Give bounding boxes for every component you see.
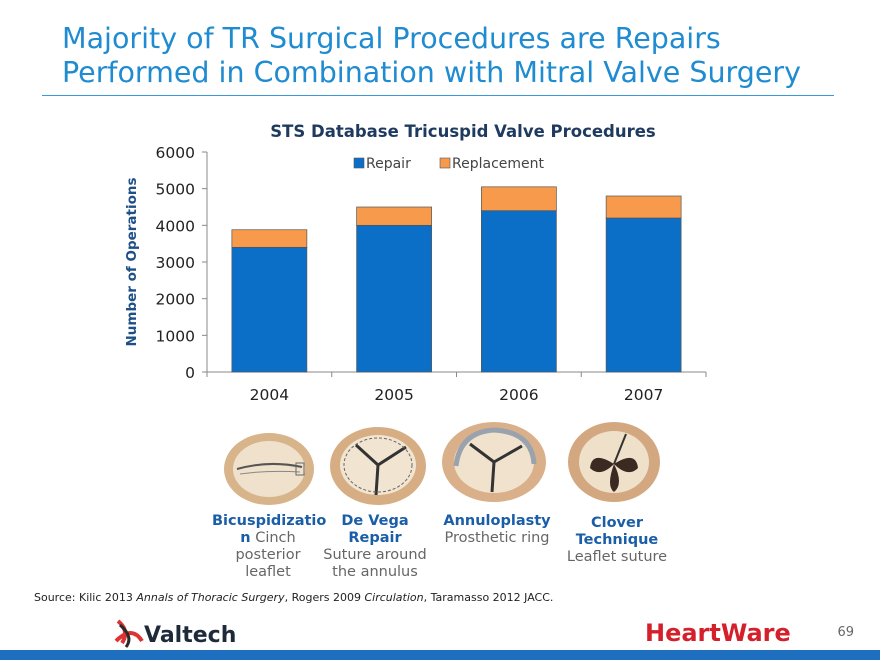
source-journal2: Circulation (364, 591, 424, 604)
bottom-bar (0, 650, 880, 660)
y-tick-label: 2000 (156, 291, 195, 309)
slide-title-line2: Performed in Combination with Mitral Val… (62, 56, 801, 89)
legend-swatch-repair (353, 157, 365, 169)
title-divider (42, 95, 834, 96)
technique-name: Annuloplasty (443, 513, 551, 529)
technique-desc: Leaflet suture (566, 549, 668, 565)
x-tick-label: 2006 (499, 386, 538, 404)
annuloplasty-valve-image (442, 422, 546, 502)
legend-label-replacement: Replacement (452, 156, 545, 172)
heartware-logo-text: HeartWare (645, 619, 791, 647)
page-number: 69 (837, 625, 854, 640)
bar-replacement-2007 (605, 195, 682, 219)
source-suffix: , Taramasso 2012 JACC. (423, 591, 554, 604)
x-tick-label: 2004 (250, 386, 289, 404)
technique-name: Clover Technique (575, 515, 659, 548)
legend-swatch-replacement (439, 157, 451, 169)
y-tick-label: 5000 (156, 181, 195, 199)
source-journal1: Annals of Thoracic Surgery (136, 591, 285, 604)
technique-desc: posterior leaflet (235, 547, 301, 580)
stacked-bar-chart: STS Database Tricuspid Valve Procedures 0… (124, 122, 707, 404)
bar-replacement-2005 (356, 206, 432, 226)
y-tick-label: 6000 (156, 144, 195, 162)
clover-valve-image (568, 422, 660, 502)
technique-caption-annuloplasty: Annuloplasty Prosthetic ring (438, 513, 556, 547)
heartware-logo: HeartWare (645, 619, 791, 647)
bar-repair-2004 (231, 246, 308, 373)
y-tick-label: 0 (185, 364, 195, 382)
x-tick-label: 2005 (374, 386, 413, 404)
technique-name: Bicuspidizatio n (212, 513, 327, 546)
source-mid: , Rogers 2009 (284, 591, 365, 604)
technique-name: De Vega Repair (341, 513, 409, 546)
bar-replacement-2004 (231, 229, 308, 248)
technique-caption-de-vega: De Vega Repair Suture around the annulus (316, 513, 434, 581)
technique-caption-clover: Clover Technique Leaflet suture (562, 515, 672, 566)
de-vega-valve-image (330, 427, 426, 505)
y-tick-label: 1000 (156, 327, 195, 345)
x-tick-label: 2007 (624, 386, 663, 404)
slide-title: Majority of TR Surgical Procedures are R… (62, 22, 862, 90)
technique-caption-bicuspidization: Bicuspidizatio n Cinch posterior leaflet (212, 513, 327, 581)
y-tick-label: 4000 (156, 217, 195, 235)
y-axis-label: Number of Operations (124, 177, 140, 346)
technique-desc: Prosthetic ring (444, 530, 550, 546)
valtech-logo-text: Valtech (144, 623, 236, 648)
bicuspidization-valve-image (224, 433, 314, 505)
valtech-logo: Valtech (114, 619, 236, 648)
legend-label-repair: Repair (366, 156, 411, 172)
bar-repair-2005 (356, 224, 432, 373)
chart-title: STS Database Tricuspid Valve Procedures (270, 122, 656, 141)
bar-repair-2006 (481, 210, 557, 373)
bar-replacement-2006 (481, 186, 557, 212)
source-citation: Source: Kilic 2013 Annals of Thoracic Su… (34, 591, 553, 604)
technique-desc: Suture around the annulus (323, 547, 427, 580)
slide-title-line1: Majority of TR Surgical Procedures are R… (62, 22, 721, 55)
technique-name-rest: Cinch (250, 530, 296, 546)
y-tick-label: 3000 (156, 254, 195, 272)
bar-repair-2007 (605, 217, 682, 373)
source-prefix: Source: Kilic 2013 (34, 591, 137, 604)
